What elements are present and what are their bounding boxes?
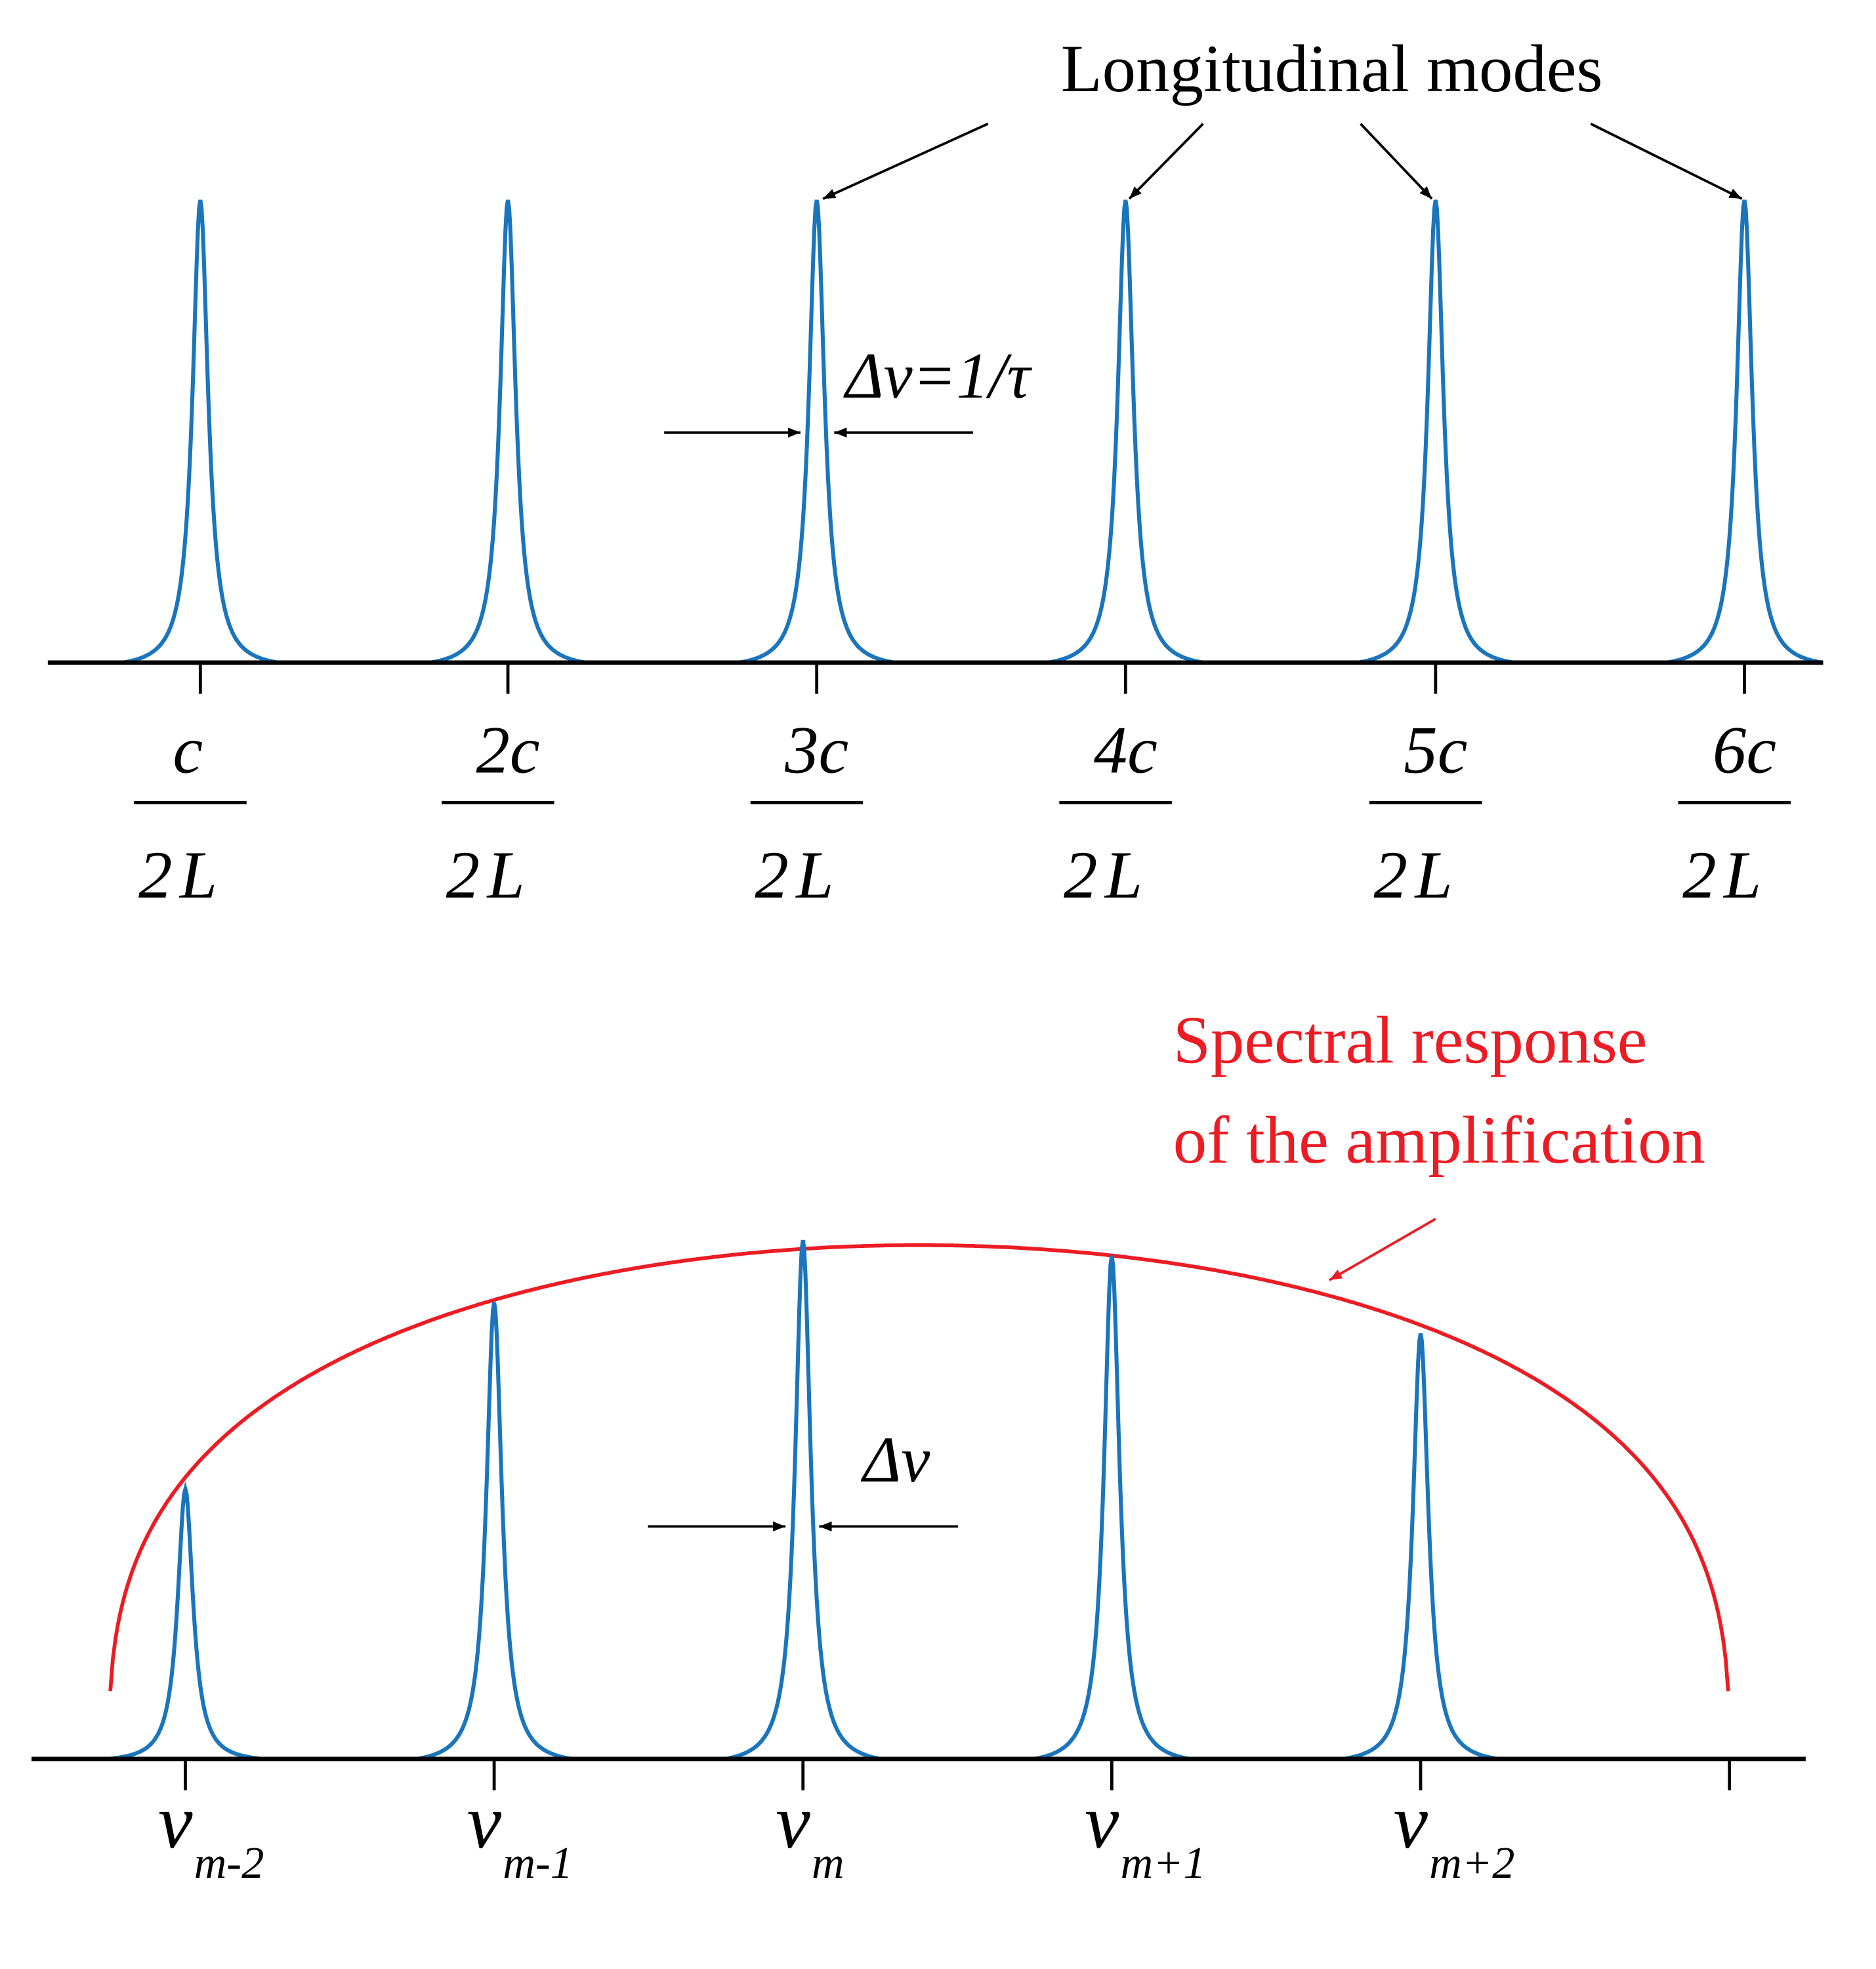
bottom-linewidth-label: Δν: [860, 1424, 930, 1496]
top-mode-peaks: [122, 199, 1823, 665]
tick-label-nu: ν: [467, 1779, 502, 1865]
tick-label-numerator: 4c: [1094, 713, 1157, 788]
tick-label-denominator: 2L: [446, 838, 533, 913]
bottom-mode-peak-4: [1033, 1255, 1190, 1761]
top-mode-peak-2: [430, 199, 586, 665]
top-mode-peak-1: [122, 199, 279, 665]
top-mode-peak-4: [1047, 199, 1204, 665]
tick-label-numerator: 3c: [784, 713, 848, 788]
tick-label-nu: ν: [1394, 1779, 1428, 1865]
mode-arrow-4: [1590, 122, 1743, 200]
tick-label-subscript: m+2: [1429, 1838, 1514, 1888]
mode-arrow-2: [1128, 123, 1204, 200]
bottom-mode-peak-1: [108, 1481, 263, 1761]
bottom-mode-peak-2: [416, 1302, 572, 1761]
mode-arrow-1: [822, 122, 989, 200]
top-mode-peak-3: [738, 199, 895, 665]
tick-label-denominator: 2L: [755, 838, 841, 913]
tick-label-denominator: 2L: [1064, 838, 1150, 913]
mode-arrow-3: [1360, 123, 1433, 200]
tick-label-subscript: m: [812, 1838, 844, 1888]
tick-label-numerator: 6c: [1713, 713, 1776, 788]
top-axis-ticks: c 2L 2c 2L 3c 2L 4c 2L 5c 2L 6c 2L: [134, 662, 1791, 913]
bottom-mode-peak-5: [1343, 1333, 1499, 1761]
tick-label-numerator: 2c: [476, 713, 539, 788]
top-mode-peak-5: [1358, 199, 1514, 665]
gain-spectral-response-curve: [108, 1243, 1730, 1691]
tick-label-denominator: 2L: [138, 838, 225, 913]
top-linewidth-label: Δν=1/τ: [843, 341, 1033, 412]
tick-label-nu: ν: [776, 1779, 810, 1865]
bottom-mode-peak-3: [724, 1239, 881, 1761]
tick-label-nu: ν: [1085, 1779, 1119, 1865]
spectral-response-label-line2: of the amplification: [1173, 1103, 1705, 1178]
tick-label-subscript: m+1: [1121, 1838, 1206, 1888]
spectral-response-label-line1: Spectral response: [1173, 1003, 1648, 1078]
bottom-axis-ticks: ν m-2 ν m-1 ν m ν m+1 ν m+2: [158, 1758, 1731, 1888]
tick-label-subscript: m-2: [194, 1838, 264, 1888]
spectral-response-arrow: [1328, 1218, 1436, 1281]
tick-label-nu: ν: [158, 1779, 193, 1865]
tick-label-denominator: 2L: [1682, 838, 1769, 913]
tick-label-numerator: 5c: [1404, 713, 1467, 788]
longitudinal-modes-label: Longitudinal modes: [1061, 31, 1603, 106]
tick-label-numerator: c: [173, 713, 203, 788]
tick-label-subscript: m-1: [503, 1838, 573, 1888]
bottom-mode-peaks: [108, 1239, 1499, 1761]
top-mode-peak-6: [1666, 199, 1823, 665]
tick-label-denominator: 2L: [1374, 838, 1461, 913]
